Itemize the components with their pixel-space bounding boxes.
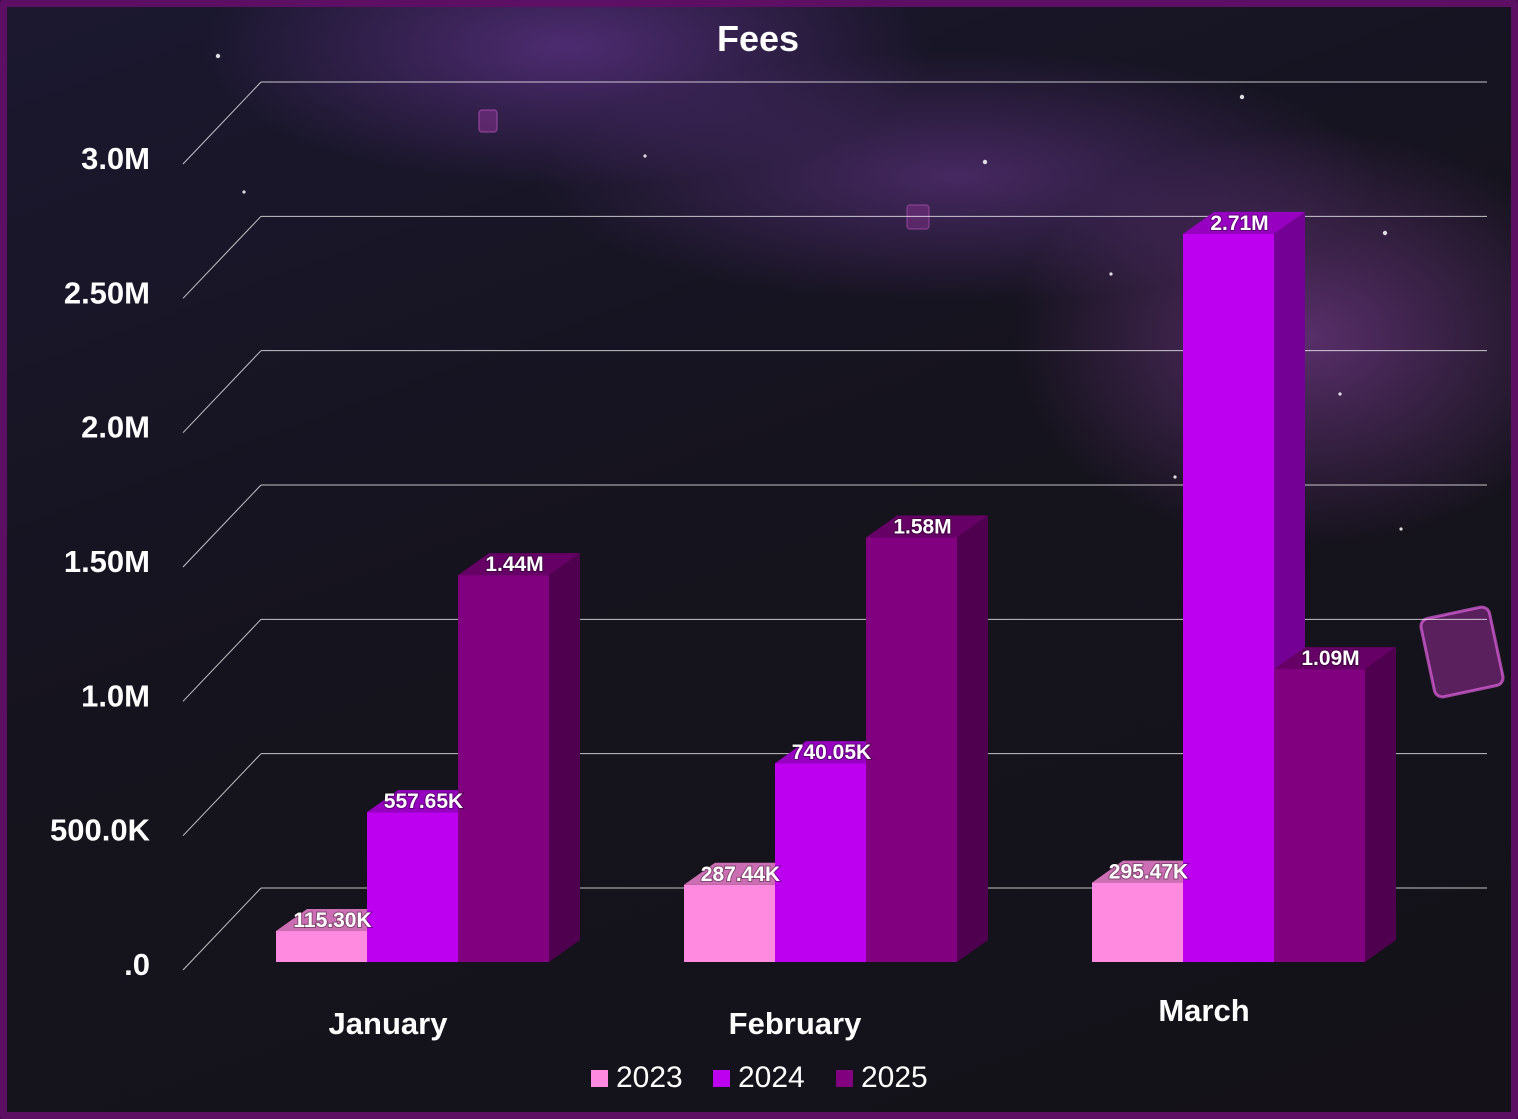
- y-tick-label: 1.50M: [64, 544, 150, 579]
- gridline-diagonal: [182, 887, 262, 971]
- bar: [684, 884, 775, 962]
- y-tick-label: 3.0M: [81, 141, 150, 176]
- legend-label: 2023: [616, 1061, 683, 1094]
- legend-swatch: [836, 1070, 853, 1087]
- bar: [866, 537, 957, 962]
- bar-top: [1274, 647, 1396, 670]
- star-dot: [215, 53, 221, 59]
- x-category-label: February: [729, 1006, 862, 1041]
- bar: [1092, 882, 1183, 962]
- bar-side: [1365, 647, 1396, 962]
- data-label: 115.30K: [293, 909, 371, 932]
- bar-side: [957, 515, 988, 962]
- bar: [367, 812, 458, 962]
- legend-swatch: [591, 1070, 608, 1087]
- small-cube: [906, 204, 930, 230]
- star-dot: [1338, 392, 1342, 396]
- data-label: 1.09M: [1301, 647, 1359, 670]
- data-label: 1.58M: [893, 516, 951, 539]
- star-dot: [242, 190, 246, 194]
- data-label: 2.71M: [1210, 212, 1268, 235]
- gridline-diagonal: [182, 215, 262, 299]
- data-label: 557.65K: [384, 790, 463, 813]
- gridline-diagonal: [182, 350, 262, 434]
- y-tick-label: 1.0M: [81, 678, 150, 713]
- x-category-label: March: [1158, 993, 1249, 1028]
- y-axis-ticks: .0 500.0K 1.0M 1.50M 2.0M 2.50M 3.0M: [50, 141, 151, 982]
- legend-label: 2025: [861, 1061, 928, 1094]
- data-label: 287.44K: [701, 863, 780, 886]
- gridline-diagonal: [182, 484, 262, 568]
- data-label: 1.44M: [485, 553, 543, 576]
- gridline-diagonal: [182, 753, 262, 837]
- star-dot: [643, 154, 647, 158]
- legend: 2023 2024 2025: [591, 1061, 928, 1094]
- data-labels: 115.30K 557.65K 1.44M 287.44K 740.05K 1.58M 29…: [292, 211, 1360, 933]
- bar-top: [1183, 211, 1305, 234]
- y-tick-label: .0: [124, 947, 150, 982]
- background-decoration: [215, 53, 1505, 699]
- x-axis-categories: January February March: [329, 993, 1250, 1041]
- gridline-diagonal: [182, 81, 262, 165]
- bar: [775, 763, 866, 962]
- chart-title: Fees: [717, 18, 799, 59]
- bar-top: [866, 515, 988, 538]
- x-category-label: January: [329, 1006, 449, 1041]
- star-dot: [1109, 272, 1113, 276]
- star-dot: [1399, 527, 1403, 531]
- fees-chart: .0 500.0K 1.0M 1.50M 2.0M 2.50M 3.0M 115.30K 55…: [50, 18, 1505, 1094]
- y-tick-label: 500.0K: [50, 813, 151, 848]
- y-tick-label: 2.50M: [64, 275, 150, 310]
- bar-top: [458, 553, 580, 576]
- star-dot: [1382, 230, 1388, 236]
- star-dot: [1173, 475, 1177, 479]
- data-label: 295.47K: [1109, 861, 1188, 884]
- gridline-diagonal: [182, 618, 262, 702]
- data-label: 740.05K: [792, 741, 871, 764]
- bar: [458, 575, 549, 962]
- bar: [1274, 669, 1365, 962]
- star-dot: [1239, 94, 1245, 100]
- bar: [1183, 233, 1274, 962]
- small-cube: [478, 109, 498, 133]
- bar: [276, 931, 367, 962]
- bars: [276, 211, 1396, 962]
- bar-side: [549, 553, 580, 962]
- legend-swatch: [713, 1070, 730, 1087]
- star-dot: [982, 159, 988, 165]
- y-tick-label: 2.0M: [81, 410, 150, 445]
- legend-label: 2024: [738, 1061, 805, 1094]
- glow-cube: [1419, 605, 1505, 699]
